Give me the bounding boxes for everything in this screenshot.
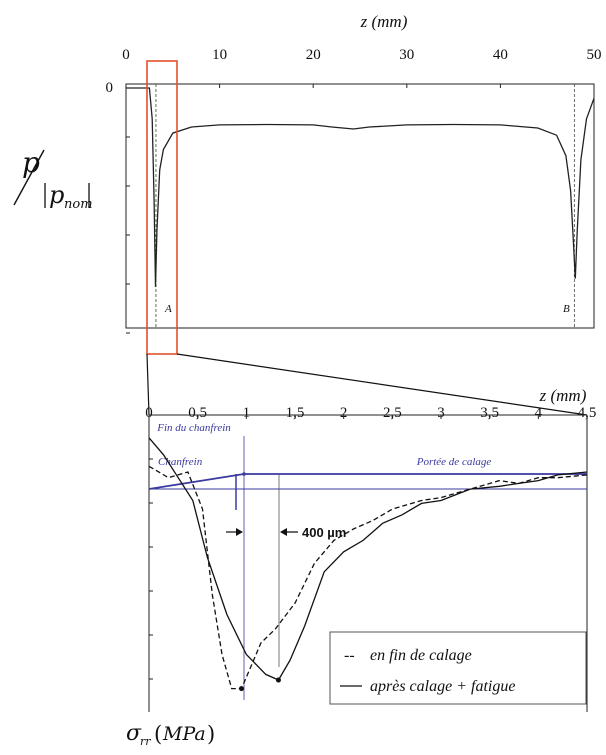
top-x-tick-label: 20 (306, 47, 321, 63)
top-pressure-curve (126, 87, 595, 287)
top-y-tick-0: 0 (106, 80, 114, 96)
top-x-tick-labels: 0 10 20 30 40 50 (122, 47, 601, 63)
bottom-x-tick-label: 1,5 (286, 405, 305, 421)
fin-chanfrein-label: Fin du chanfrein (156, 422, 231, 434)
bottom-x-tick-label: 2 (340, 405, 348, 421)
top-x-tick-label: 50 (587, 47, 602, 63)
bottom-x-tick-label: 0,5 (188, 405, 207, 421)
top-x-tick-label: 30 (399, 47, 414, 63)
ylabel-p: p (22, 146, 40, 179)
top-plot-frame (125, 83, 595, 329)
legend-dashed-label: en fin de calage (370, 647, 472, 664)
point-label-A: A (164, 303, 172, 315)
bottom-x-tick-label: 4 (535, 405, 543, 421)
series-en-fin-de-calage (148, 465, 588, 690)
gap-arrow-left-head (236, 528, 243, 536)
bottom-x-tick-labels: 00,511,522,533,544,5 (145, 405, 596, 421)
gap-arrow-right-head (280, 528, 287, 536)
series-apres-calage-fatigue (148, 437, 588, 681)
ylabel-nom-sub: nom (64, 197, 93, 212)
zoom-connector-left (146, 353, 150, 416)
fin-chanfrein-dot (242, 472, 246, 476)
bottom-x-tick-label: 2,5 (383, 405, 402, 421)
bottom-ylabel: σ rr ( MPa ) (126, 721, 215, 748)
chanfrein-label: Chanfrein (158, 456, 203, 468)
top-x-tick-label: 0 (122, 47, 130, 63)
gap-label: 400 µm (302, 525, 346, 540)
top-x-tick-label: 40 (493, 47, 508, 63)
ylabel-sigma: σ (126, 721, 142, 746)
zoom-highlight-rect (146, 60, 178, 355)
ylabel-mpa: MPa (162, 723, 206, 745)
bottom-xlabel: z (mm) (539, 386, 587, 405)
top-ylabel: p p nom (13, 146, 93, 212)
legend-dashed-marker: -- (344, 647, 355, 664)
legend: -- en fin de calage après calage + fatig… (329, 631, 587, 705)
min-point-dashed (238, 686, 244, 692)
portee-label: Portée de calage (416, 456, 492, 468)
bottom-x-tick-label: 3 (437, 405, 445, 421)
ylabel-paren-open: ( (154, 722, 162, 746)
min-point-solid (275, 677, 281, 683)
ylabel-sigma-sub: rr (140, 735, 151, 748)
bottom-x-tick-label: 4,5 (578, 405, 597, 421)
chanfrein-line (148, 473, 245, 490)
zoom-connector-right (176, 353, 588, 416)
legend-solid-label: après calage + fatigue (370, 678, 515, 695)
ylabel-paren-close: ) (207, 722, 215, 746)
point-label-B: B (563, 303, 570, 315)
top-xlabel: z (mm) (360, 12, 408, 31)
ylabel-slash (13, 149, 45, 206)
ylabel-pnom: p (49, 181, 64, 209)
top-x-tick-label: 10 (212, 47, 227, 63)
bottom-x-tick-label: 1 (243, 405, 251, 421)
legend-box (329, 631, 587, 705)
bottom-x-tick-label: 3,5 (480, 405, 499, 421)
